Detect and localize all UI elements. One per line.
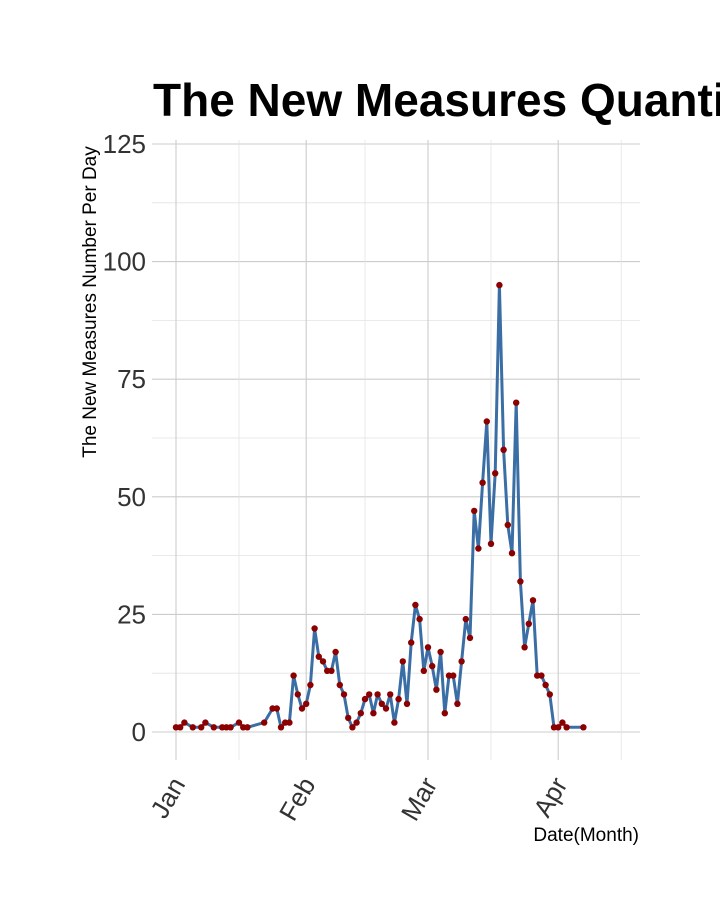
- data-point: [471, 507, 478, 515]
- data-point: [303, 700, 310, 707]
- y-axis-ticks: 0 25 50 75 100 125: [103, 129, 146, 747]
- data-point: [357, 710, 364, 717]
- data-point: [559, 719, 566, 726]
- data-point: [429, 662, 436, 670]
- data-point: [487, 540, 495, 547]
- data-point: [462, 615, 469, 623]
- data-point: [307, 681, 314, 689]
- data-point: [395, 695, 402, 703]
- data-point: [496, 281, 503, 289]
- data-point: [177, 724, 184, 731]
- data-point: [366, 691, 373, 698]
- data-point: [382, 705, 390, 712]
- data-point: [244, 724, 251, 731]
- data-point: [546, 691, 553, 698]
- data-point: [202, 719, 209, 726]
- chart-title: The New Measures Quantity Per Day: [153, 74, 720, 126]
- y-axis-label: The New Measures Number Per Day: [80, 146, 101, 458]
- data-point: [513, 399, 520, 406]
- data-point: [353, 719, 360, 726]
- y-tick-label: 50: [117, 482, 146, 512]
- data-point: [538, 672, 545, 679]
- data-point: [492, 470, 499, 477]
- data-point: [542, 681, 549, 689]
- y-tick-label: 100: [103, 247, 146, 277]
- data-point: [450, 672, 457, 679]
- data-point: [391, 719, 398, 726]
- data-point: [433, 686, 440, 693]
- data-point: [277, 724, 285, 731]
- data-point: [273, 705, 280, 712]
- data-point: [437, 648, 444, 656]
- data-point: [198, 724, 205, 731]
- x-tick-label: Jan: [144, 772, 191, 823]
- data-point: [555, 724, 562, 731]
- data-point: [475, 545, 482, 552]
- data-point: [181, 719, 188, 726]
- data-point: [189, 724, 196, 731]
- data-point: [286, 719, 293, 726]
- x-axis-label: Date(Month): [533, 825, 639, 846]
- data-point: [517, 578, 524, 585]
- data-point: [412, 601, 419, 609]
- data-point: [483, 418, 490, 425]
- y-tick-label: 25: [117, 599, 146, 629]
- data-point: [500, 446, 507, 453]
- data-point: [294, 691, 301, 698]
- data-point: [508, 550, 516, 557]
- x-tick-label: Feb: [273, 772, 321, 826]
- data-point: [311, 625, 318, 632]
- data-point: [466, 634, 474, 642]
- data-point: [403, 700, 411, 707]
- x-tick-label: Apr: [527, 772, 573, 822]
- data-point: [563, 724, 570, 731]
- data-point: [454, 700, 461, 707]
- data-point: [361, 695, 369, 703]
- data-point: [319, 658, 327, 665]
- data-point: [370, 710, 377, 717]
- x-axis-ticks: Jan Feb Mar Apr: [144, 772, 573, 826]
- data-point: [328, 667, 335, 674]
- data-point: [210, 724, 217, 731]
- data-point: [349, 724, 356, 731]
- y-tick-label: 0: [132, 717, 146, 747]
- data-point: [298, 705, 306, 712]
- data-point: [374, 691, 381, 698]
- data-point: [332, 648, 339, 656]
- data-point: [479, 479, 486, 486]
- data-point: [525, 620, 532, 627]
- data-point: [387, 691, 394, 698]
- data-point: [408, 639, 415, 646]
- data-point: [378, 700, 385, 707]
- data-point: [504, 521, 511, 529]
- data-points: [172, 281, 587, 731]
- data-point: [290, 672, 297, 679]
- data-point: [340, 691, 348, 698]
- data-point: [336, 681, 343, 689]
- data-point: [441, 710, 448, 717]
- y-tick-label: 125: [103, 129, 146, 159]
- data-point: [424, 644, 432, 651]
- data-point: [345, 714, 352, 722]
- grid: [152, 140, 640, 760]
- series-line: [176, 283, 584, 729]
- data-point: [416, 615, 423, 623]
- x-tick-label: Mar: [395, 772, 444, 826]
- data-point: [521, 644, 528, 651]
- data-point: [227, 724, 234, 731]
- data-point: [580, 724, 587, 731]
- data-point: [315, 653, 322, 660]
- data-point: [529, 597, 537, 604]
- y-tick-label: 75: [117, 364, 146, 394]
- data-point: [420, 667, 427, 674]
- data-point: [235, 719, 243, 726]
- data-point: [458, 658, 465, 665]
- data-point: [261, 719, 268, 726]
- data-point: [399, 658, 406, 665]
